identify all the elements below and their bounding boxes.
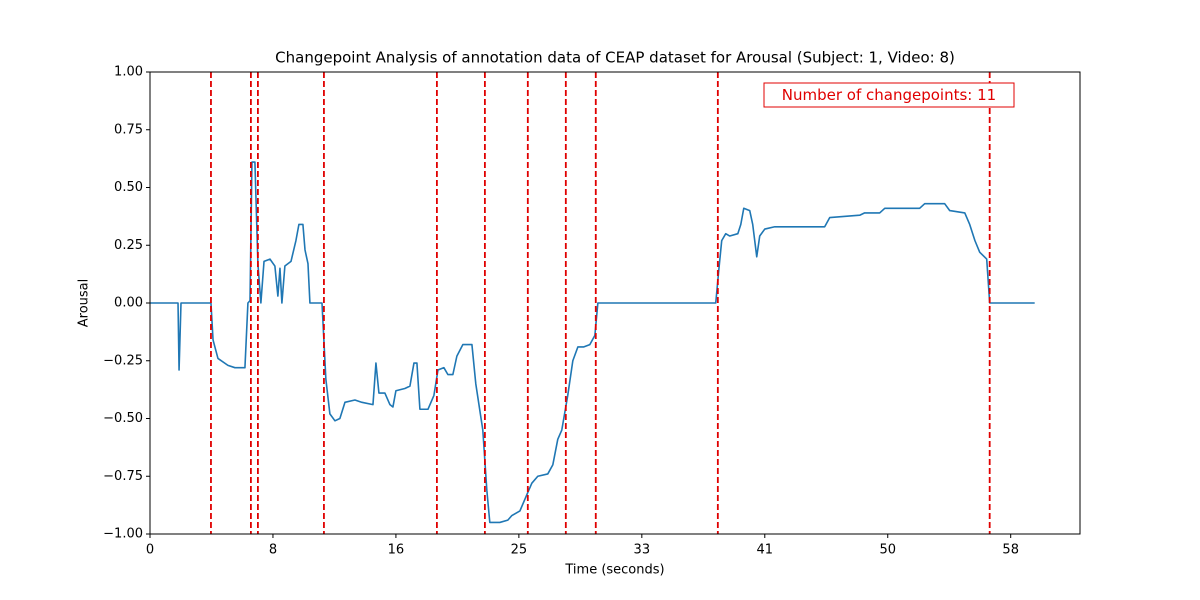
annotation: Number of changepoints: 11 [782,86,996,104]
x-tick-label: 16 [388,543,405,558]
data-line [150,161,1035,524]
x-tick-label: 50 [879,543,896,558]
y-tick-label: 0.50 [114,180,143,195]
y-tick-label: 0.75 [114,122,143,137]
x-tick-label: 8 [269,543,277,558]
x-tick-label: 0 [146,543,154,558]
y-tick-label: −1.00 [103,527,143,542]
plot-frame [149,71,1081,535]
x-tick-label: 58 [1002,543,1019,558]
x-tick-label: 41 [757,543,774,558]
chart-title: Changepoint Analysis of annotation data … [275,49,955,67]
annotation-box [763,82,1015,108]
x-axis-label: Time (seconds) [564,563,664,578]
y-tick-label: 0.00 [114,296,143,311]
y-tick-label: 0.25 [114,238,143,253]
y-tick-label: 1.00 [114,65,143,80]
y-tick-label: −0.25 [103,353,143,368]
y-tick-label: −0.75 [103,469,143,484]
x-tick-label: 33 [634,543,651,558]
x-tick-label: 25 [511,543,528,558]
y-axis-label: Arousal [77,279,92,328]
y-tick-label: −0.50 [103,411,143,426]
